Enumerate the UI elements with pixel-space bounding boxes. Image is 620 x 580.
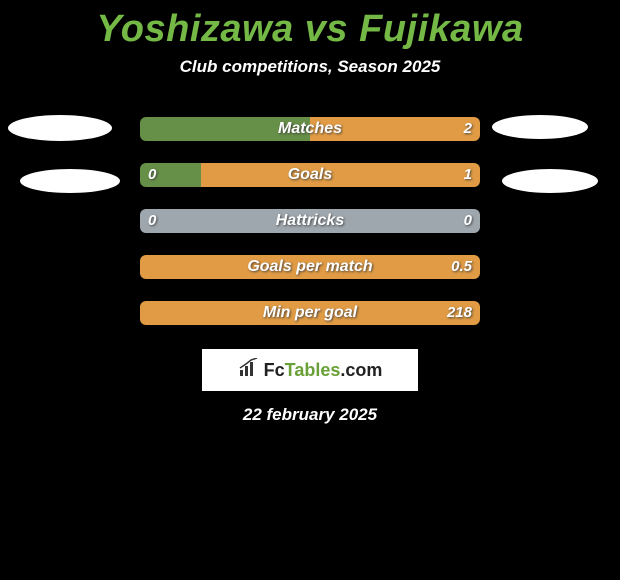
stat-value-left: 0 bbox=[148, 209, 156, 233]
logo-prefix: Fc bbox=[264, 360, 285, 380]
stat-value-left: 0 bbox=[148, 163, 156, 187]
player-photo-placeholder bbox=[502, 169, 598, 193]
bar-track bbox=[140, 209, 480, 233]
page-title: Yoshizawa vs Fujikawa bbox=[0, 0, 620, 51]
bar-track bbox=[140, 301, 480, 325]
stat-row: Hattricks00 bbox=[0, 197, 620, 243]
stat-row: Goals per match0.5 bbox=[0, 243, 620, 289]
stat-value-right: 1 bbox=[464, 163, 472, 187]
date-label: 22 february 2025 bbox=[0, 405, 620, 425]
player-photo-placeholder bbox=[20, 169, 120, 193]
bar-right bbox=[140, 301, 480, 325]
logo-text: FcTables.com bbox=[264, 360, 383, 381]
stat-value-right: 218 bbox=[447, 301, 472, 325]
page-subtitle: Club competitions, Season 2025 bbox=[0, 57, 620, 77]
logo-suffix: Tables bbox=[285, 360, 341, 380]
bar-track bbox=[140, 117, 480, 141]
chart-icon bbox=[238, 358, 260, 383]
player-photo-placeholder bbox=[492, 115, 588, 139]
logo-box: FcTables.com bbox=[202, 349, 418, 391]
bar-right bbox=[201, 163, 480, 187]
bar-track bbox=[140, 163, 480, 187]
comparison-chart: Matches2Goals01Hattricks00Goals per matc… bbox=[0, 105, 620, 335]
logo-tld: .com bbox=[340, 360, 382, 380]
stat-value-right: 2 bbox=[464, 117, 472, 141]
stat-row: Min per goal218 bbox=[0, 289, 620, 335]
bar-right bbox=[310, 117, 480, 141]
stat-value-right: 0.5 bbox=[451, 255, 472, 279]
bar-left bbox=[140, 209, 480, 233]
stat-value-right: 0 bbox=[464, 209, 472, 233]
player-photo-placeholder bbox=[8, 115, 112, 141]
bar-track bbox=[140, 255, 480, 279]
bar-left bbox=[140, 117, 310, 141]
bar-right bbox=[140, 255, 480, 279]
